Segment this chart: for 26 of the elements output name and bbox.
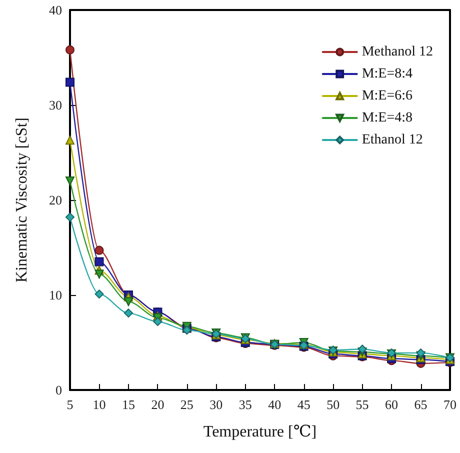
x-tick-label: 40	[268, 397, 282, 412]
x-tick-label: 50	[326, 397, 340, 412]
x-tick-label: 55	[356, 397, 369, 412]
x-tick-label: 5	[66, 397, 74, 412]
y-tick-label: 0	[56, 382, 62, 398]
y-tick-label: 20	[49, 192, 62, 208]
legend-label: M:E=4:8	[362, 110, 413, 126]
legend-label: M:E=6:6	[362, 88, 413, 104]
legend-label: M:E=8:4	[362, 66, 413, 82]
x-tick-label: 70	[444, 397, 456, 412]
y-axis-title: Kinematic Viscosity [cSt]	[14, 118, 30, 282]
x-tick-label: 30	[210, 397, 223, 412]
y-tick-label: 40	[49, 2, 62, 18]
x-axis-title: Temperature [℃]	[203, 424, 317, 440]
x-tick-label: 25	[180, 397, 194, 412]
x-tick-label: 10	[92, 397, 106, 412]
x-tick-label: 35	[238, 397, 252, 412]
x-tick-label: 20	[151, 397, 164, 412]
legend-label: Ethanol 12	[362, 132, 423, 148]
x-tick-label: 60	[385, 397, 398, 412]
x-tick-label: 45	[297, 397, 310, 412]
x-tick-label: 15	[122, 397, 135, 412]
y-tick-label: 30	[49, 98, 62, 112]
y-tick-label: 10	[49, 288, 62, 302]
legend-label: Methanol 12	[362, 44, 433, 60]
x-tick-label: 65	[414, 397, 428, 412]
